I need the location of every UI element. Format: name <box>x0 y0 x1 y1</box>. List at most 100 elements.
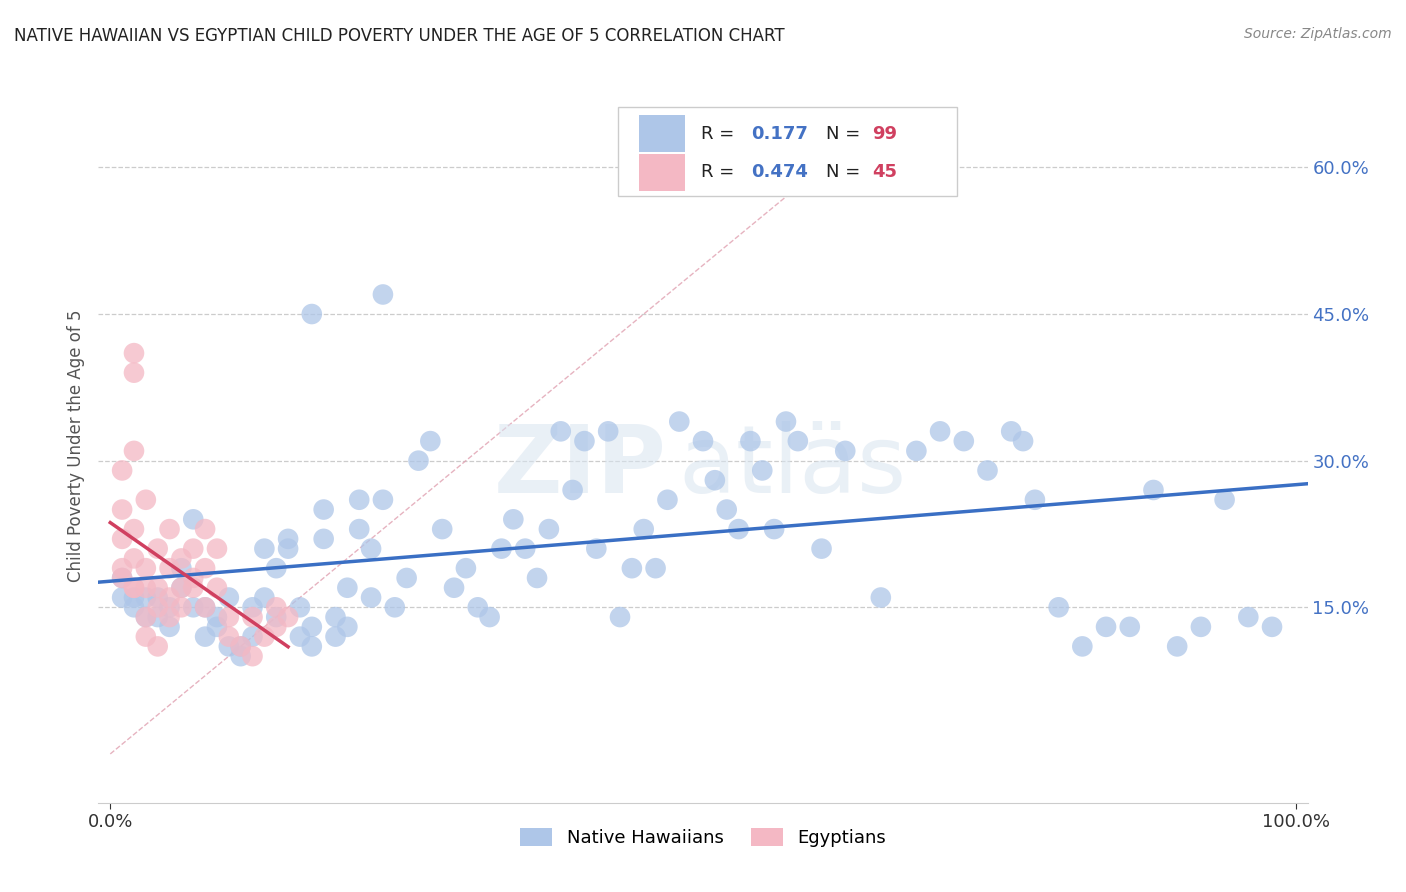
Point <box>135 492 157 507</box>
Point <box>478 610 501 624</box>
Point <box>242 649 264 664</box>
Point <box>1166 640 1188 654</box>
Point <box>1237 610 1260 624</box>
Point <box>159 610 181 624</box>
Point <box>1213 492 1236 507</box>
FancyBboxPatch shape <box>638 153 685 191</box>
Point <box>264 600 287 615</box>
Point <box>360 541 382 556</box>
Text: N =: N = <box>827 163 860 181</box>
Point <box>432 522 454 536</box>
Point <box>550 425 572 439</box>
Point <box>181 581 204 595</box>
Point <box>242 630 264 644</box>
Y-axis label: Child Poverty Under the Age of 5: Child Poverty Under the Age of 5 <box>66 310 84 582</box>
Point <box>952 434 974 449</box>
Point <box>657 492 679 507</box>
Point <box>740 434 762 449</box>
Point <box>502 512 524 526</box>
Point <box>159 600 181 615</box>
Text: N =: N = <box>827 125 860 143</box>
Point <box>146 600 169 615</box>
Point <box>574 434 596 449</box>
Legend: Native Hawaiians, Egyptians: Native Hawaiians, Egyptians <box>512 821 894 855</box>
Point <box>893 141 915 155</box>
Point <box>515 541 537 556</box>
Point <box>135 610 157 624</box>
Point <box>598 425 620 439</box>
Point <box>194 600 217 615</box>
Point <box>1142 483 1164 497</box>
Point <box>111 502 134 516</box>
Point <box>419 434 441 449</box>
Point <box>122 591 145 605</box>
Point <box>159 591 181 605</box>
Point <box>325 610 347 624</box>
Text: atläs: atläs <box>679 421 907 514</box>
Point <box>277 610 299 624</box>
Point <box>170 551 193 566</box>
Point <box>170 581 193 595</box>
Point <box>194 561 217 575</box>
Point <box>253 630 276 644</box>
Point <box>929 425 952 439</box>
Point <box>229 640 252 654</box>
Point <box>633 522 655 536</box>
Point <box>264 561 287 575</box>
Point <box>253 591 276 605</box>
Point <box>727 522 749 536</box>
Point <box>810 541 832 556</box>
Point <box>253 541 276 556</box>
Point <box>122 366 145 380</box>
Point <box>135 561 157 575</box>
Point <box>205 620 228 634</box>
Point <box>111 571 134 585</box>
Point <box>716 502 738 516</box>
Point <box>609 610 631 624</box>
Text: 99: 99 <box>872 125 897 143</box>
Point <box>347 522 370 536</box>
Point <box>644 561 666 575</box>
Point <box>205 581 228 595</box>
Point <box>751 463 773 477</box>
Point <box>122 600 145 615</box>
Point <box>834 443 856 458</box>
Point <box>135 591 157 605</box>
Point <box>1095 620 1118 634</box>
Point <box>181 512 204 526</box>
Point <box>1024 492 1046 507</box>
Point <box>371 287 394 301</box>
Point <box>170 561 193 575</box>
Point <box>288 630 311 644</box>
Point <box>336 620 359 634</box>
Point <box>146 541 169 556</box>
Point <box>1071 640 1094 654</box>
Point <box>242 610 264 624</box>
Point <box>170 600 193 615</box>
Point <box>146 610 169 624</box>
Point <box>146 591 169 605</box>
Point <box>122 443 145 458</box>
Point <box>408 453 430 467</box>
Point <box>181 571 204 585</box>
Point <box>122 522 145 536</box>
Point <box>218 630 240 644</box>
Point <box>159 620 181 634</box>
Point <box>301 620 323 634</box>
Point <box>976 463 998 477</box>
Point <box>336 581 359 595</box>
Point <box>620 561 643 575</box>
Text: 45: 45 <box>872 163 897 181</box>
Point <box>135 610 157 624</box>
Point <box>775 415 797 429</box>
Point <box>467 600 489 615</box>
Point <box>786 434 808 449</box>
Point <box>347 492 370 507</box>
Point <box>668 415 690 429</box>
Point <box>122 581 145 595</box>
Point <box>384 600 406 615</box>
Point <box>122 346 145 360</box>
Point <box>360 591 382 605</box>
Text: R =: R = <box>700 125 740 143</box>
Point <box>146 640 169 654</box>
